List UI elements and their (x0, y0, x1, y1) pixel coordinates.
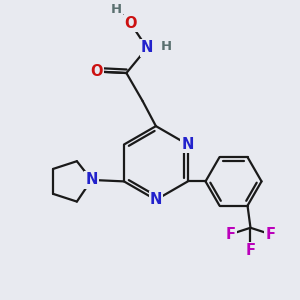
Text: O: O (91, 64, 103, 79)
Text: N: N (85, 172, 98, 188)
Text: O: O (124, 16, 137, 31)
Text: N: N (150, 192, 162, 207)
Text: H: H (111, 2, 122, 16)
Text: F: F (225, 227, 236, 242)
Text: N: N (182, 137, 194, 152)
Text: N: N (141, 40, 153, 56)
Text: H: H (161, 40, 172, 53)
Text: F: F (266, 227, 275, 242)
Text: F: F (245, 243, 256, 258)
